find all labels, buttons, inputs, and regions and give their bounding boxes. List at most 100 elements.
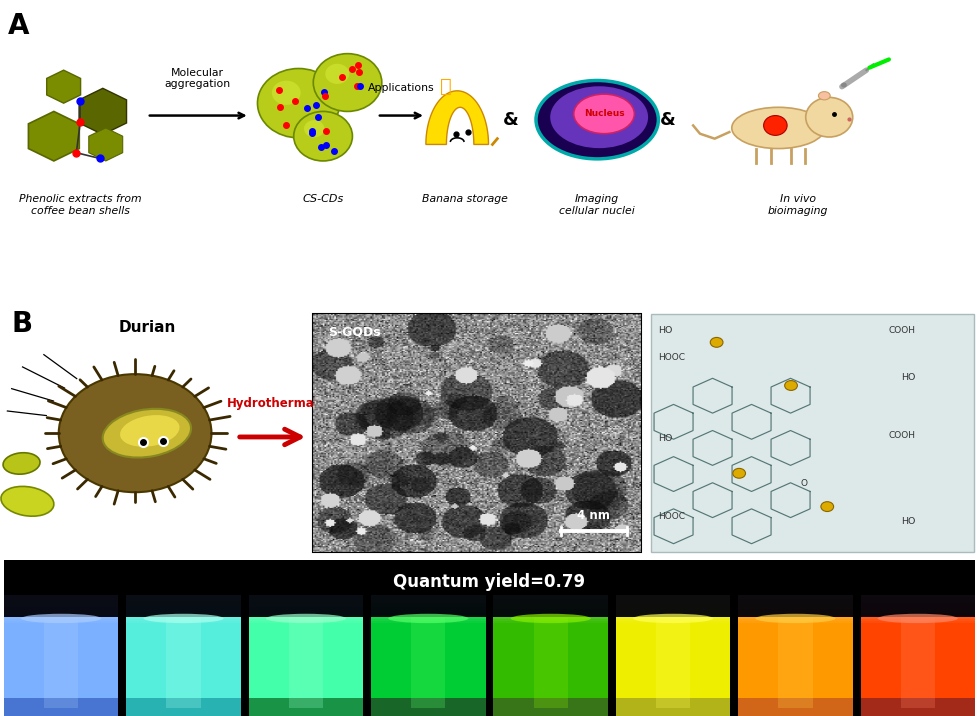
FancyBboxPatch shape [248, 677, 363, 679]
FancyBboxPatch shape [289, 617, 323, 708]
Ellipse shape [120, 415, 179, 447]
FancyBboxPatch shape [126, 615, 241, 617]
FancyBboxPatch shape [493, 599, 607, 601]
FancyBboxPatch shape [737, 656, 852, 657]
FancyBboxPatch shape [737, 700, 852, 702]
FancyBboxPatch shape [248, 710, 363, 712]
FancyBboxPatch shape [248, 657, 363, 659]
FancyBboxPatch shape [615, 708, 730, 710]
Text: 👍: 👍 [439, 77, 451, 96]
FancyBboxPatch shape [615, 627, 730, 629]
FancyBboxPatch shape [4, 560, 118, 595]
FancyBboxPatch shape [248, 690, 363, 692]
FancyBboxPatch shape [615, 700, 730, 702]
FancyBboxPatch shape [248, 613, 363, 615]
FancyBboxPatch shape [860, 645, 974, 647]
FancyBboxPatch shape [248, 609, 363, 611]
FancyBboxPatch shape [4, 696, 118, 698]
FancyBboxPatch shape [730, 560, 737, 716]
FancyBboxPatch shape [126, 639, 241, 642]
FancyBboxPatch shape [4, 627, 118, 629]
FancyBboxPatch shape [615, 652, 730, 654]
FancyBboxPatch shape [615, 706, 730, 708]
Polygon shape [28, 112, 79, 161]
FancyBboxPatch shape [493, 712, 607, 714]
FancyBboxPatch shape [411, 617, 445, 708]
FancyBboxPatch shape [493, 706, 607, 708]
FancyBboxPatch shape [860, 635, 974, 637]
FancyBboxPatch shape [4, 642, 118, 644]
FancyBboxPatch shape [737, 599, 852, 601]
FancyBboxPatch shape [615, 617, 730, 619]
FancyBboxPatch shape [248, 623, 363, 625]
FancyBboxPatch shape [371, 710, 485, 712]
FancyBboxPatch shape [313, 314, 641, 552]
FancyBboxPatch shape [371, 611, 485, 613]
FancyBboxPatch shape [126, 690, 241, 692]
Polygon shape [47, 70, 80, 103]
FancyBboxPatch shape [900, 617, 934, 708]
FancyBboxPatch shape [737, 649, 852, 652]
FancyBboxPatch shape [615, 560, 730, 595]
FancyBboxPatch shape [493, 690, 607, 692]
Text: CS-CDs: CS-CDs [302, 194, 343, 204]
FancyBboxPatch shape [493, 674, 607, 676]
FancyBboxPatch shape [493, 637, 607, 639]
FancyBboxPatch shape [4, 629, 118, 632]
FancyBboxPatch shape [371, 694, 485, 696]
FancyBboxPatch shape [737, 666, 852, 667]
FancyBboxPatch shape [493, 659, 607, 662]
FancyBboxPatch shape [737, 621, 852, 623]
FancyBboxPatch shape [493, 647, 607, 649]
FancyBboxPatch shape [737, 676, 852, 677]
FancyBboxPatch shape [4, 595, 118, 617]
FancyBboxPatch shape [4, 669, 118, 672]
FancyBboxPatch shape [737, 623, 852, 625]
FancyBboxPatch shape [126, 634, 241, 635]
FancyBboxPatch shape [860, 613, 974, 615]
Text: Phenolic extracts from
coffee bean shells: Phenolic extracts from coffee bean shell… [19, 194, 142, 216]
FancyBboxPatch shape [615, 682, 730, 684]
Ellipse shape [536, 80, 658, 159]
FancyBboxPatch shape [860, 615, 974, 617]
FancyBboxPatch shape [860, 706, 974, 708]
FancyBboxPatch shape [4, 674, 118, 676]
FancyBboxPatch shape [615, 637, 730, 639]
FancyBboxPatch shape [493, 682, 607, 684]
FancyBboxPatch shape [615, 694, 730, 696]
FancyBboxPatch shape [248, 702, 363, 704]
FancyBboxPatch shape [737, 664, 852, 666]
FancyBboxPatch shape [493, 686, 607, 688]
FancyBboxPatch shape [371, 635, 485, 637]
FancyBboxPatch shape [737, 595, 852, 617]
FancyBboxPatch shape [248, 625, 363, 627]
FancyBboxPatch shape [126, 629, 241, 632]
FancyBboxPatch shape [615, 672, 730, 674]
FancyBboxPatch shape [493, 601, 607, 603]
FancyBboxPatch shape [493, 694, 607, 696]
FancyBboxPatch shape [126, 605, 241, 607]
FancyBboxPatch shape [615, 635, 730, 637]
FancyBboxPatch shape [737, 611, 852, 613]
FancyBboxPatch shape [166, 617, 200, 708]
FancyBboxPatch shape [615, 611, 730, 613]
Text: HO: HO [900, 517, 914, 526]
FancyBboxPatch shape [371, 696, 485, 698]
FancyBboxPatch shape [126, 706, 241, 708]
FancyBboxPatch shape [126, 649, 241, 652]
FancyBboxPatch shape [126, 674, 241, 676]
FancyBboxPatch shape [371, 682, 485, 684]
FancyBboxPatch shape [371, 595, 485, 597]
FancyBboxPatch shape [4, 597, 118, 599]
FancyBboxPatch shape [493, 684, 607, 686]
FancyBboxPatch shape [4, 595, 118, 597]
FancyBboxPatch shape [371, 712, 485, 714]
FancyBboxPatch shape [615, 676, 730, 677]
FancyBboxPatch shape [615, 677, 730, 679]
FancyBboxPatch shape [737, 635, 852, 637]
FancyBboxPatch shape [493, 652, 607, 654]
Ellipse shape [266, 614, 345, 623]
FancyBboxPatch shape [126, 644, 241, 645]
FancyBboxPatch shape [860, 690, 974, 692]
FancyBboxPatch shape [615, 704, 730, 706]
